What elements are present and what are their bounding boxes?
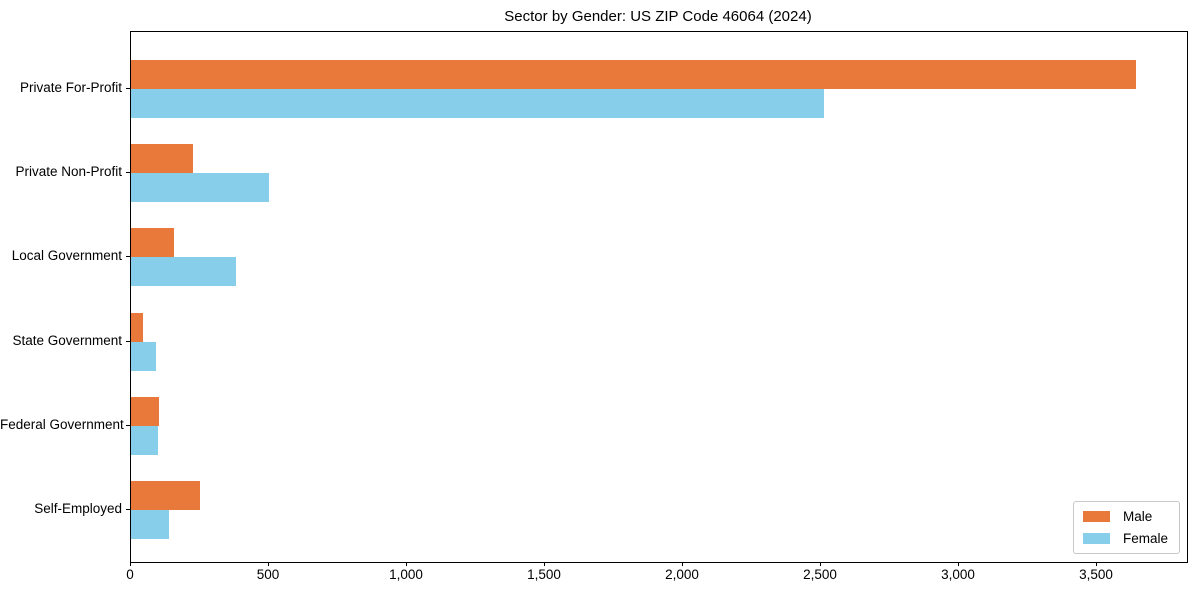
y-axis-tick [126,172,130,174]
y-axis-category-label: Private For-Profit [19,80,122,95]
y-axis-category-label: Local Government [11,248,122,264]
legend: Male Female [1072,501,1180,554]
x-axis-tick-label: 2,000 [665,567,699,582]
bar-female-4 [131,425,158,455]
bar-female-2 [131,257,236,287]
x-axis-tick-label: 1,000 [389,567,423,582]
x-axis-tick-label: 500 [256,567,280,582]
x-axis-tick [130,562,131,566]
plot-area: Male Female [130,31,1188,563]
legend-item-female: Female [1082,531,1168,546]
x-axis-tick-label: 1,500 [527,567,561,582]
legend-swatch-female [1082,533,1110,544]
y-axis-tick [126,340,130,342]
legend-label: Female [1122,531,1168,546]
legend-label: Male [1122,509,1153,524]
bar-male-3 [131,312,143,342]
y-axis-tick [126,509,130,510]
x-axis-tick-label: 3,000 [941,567,975,582]
x-axis-tick [544,562,545,566]
x-axis-tick-label: 3,500 [1079,567,1113,582]
bar-female-0 [131,89,824,118]
x-axis-tick [958,562,960,566]
bar-female-1 [131,173,269,203]
bar-male-4 [131,396,159,426]
bar-male-0 [131,60,1136,89]
x-axis-tick-label: 0 [126,567,134,582]
chart-title: Sector by Gender: US ZIP Code 46064 (202… [504,8,812,25]
bar-female-5 [131,510,170,539]
legend-item-male: Male [1082,509,1168,524]
bar-male-1 [131,144,194,174]
y-axis-category-label: Federal Government [0,416,124,432]
y-axis-category-label: Self-Employed [34,501,122,516]
bar-female-3 [131,341,156,371]
y-axis-tick [126,256,130,258]
x-axis-tick [406,562,407,566]
y-axis-category-label: Private Non-Profit [15,164,122,180]
x-axis-tick-label: 2,500 [803,567,837,582]
bar-male-2 [131,228,174,258]
x-axis-tick [268,562,269,566]
y-axis-tick [126,424,130,426]
legend-swatch-male [1082,511,1110,522]
y-axis-tick [126,88,130,89]
bar-male-5 [131,481,200,510]
y-axis-category-label: State Government [12,332,122,348]
x-axis-tick [1096,562,1098,566]
x-axis-tick [820,562,822,566]
x-axis-tick [682,562,683,566]
